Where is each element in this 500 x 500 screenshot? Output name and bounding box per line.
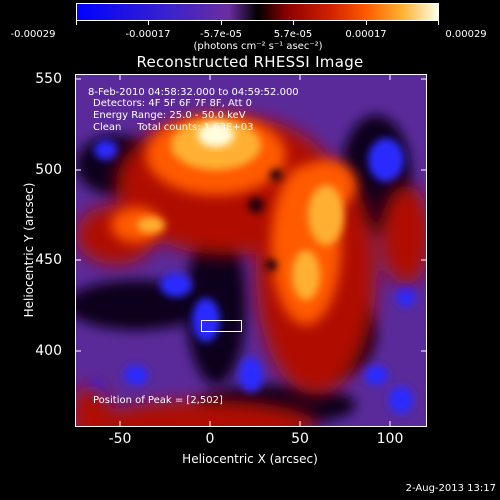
colorbar-tick	[366, 21, 367, 25]
colorbar-units: (photons cm⁻² s⁻¹ asec⁻²)	[193, 41, 323, 52]
ytick-label: 400	[35, 343, 62, 359]
y-axis-label: Heliocentric Y (arcsec)	[22, 182, 36, 318]
colorbar-tick	[293, 21, 294, 25]
time-range-annotation: 8-Feb-2010 04:58:32.000 to 04:59:52.000	[88, 87, 299, 98]
ytick-label: 500	[35, 162, 62, 178]
colorbar-label: 5.7e-05	[273, 29, 313, 40]
colorbar-label: -0.00017	[125, 29, 171, 40]
peak-value-box	[201, 320, 242, 332]
colorbar-label: 0.00017	[345, 29, 387, 40]
colorbar-tick	[438, 21, 439, 25]
peak-position-annotation: Position of Peak = [2,502]	[93, 395, 223, 406]
x-axis-label: Heliocentric X (arcsec)	[182, 452, 318, 466]
xtick-label: -50	[108, 431, 132, 447]
timestamp-footer: 2-Aug-2013 13:17	[405, 483, 496, 494]
xtick-label: 100	[376, 431, 404, 447]
colorbar-label: -0.00029	[10, 29, 56, 40]
xtick-label: 50	[291, 431, 309, 447]
colorbar-label: 0.00029	[445, 29, 487, 40]
clean-counts-annotation: Clean Total counts: 1.63E+03	[93, 122, 254, 133]
xtick-label: 0	[205, 431, 215, 447]
colorbar-gradient	[77, 4, 438, 20]
colorbar-label: -5.7e-05	[200, 29, 242, 40]
energy-range-annotation: Energy Range: 25.0 - 50.0 keV	[93, 110, 246, 121]
plot-frame: 8-Feb-2010 04:58:32.000 to 04:59:52.000 …	[75, 74, 427, 427]
detectors-annotation: Detectors: 4F 5F 6F 7F 8F, Att 0	[93, 98, 253, 109]
colorbar	[76, 3, 439, 21]
ytick-label: 550	[35, 71, 62, 87]
colorbar-tick	[148, 21, 149, 25]
ytick-label: 450	[35, 252, 62, 268]
rhessi-image-map	[76, 75, 426, 426]
image-title: Reconstructed RHESSI Image	[136, 53, 364, 71]
colorbar-tick	[76, 21, 77, 25]
colorbar-tick	[221, 21, 222, 25]
